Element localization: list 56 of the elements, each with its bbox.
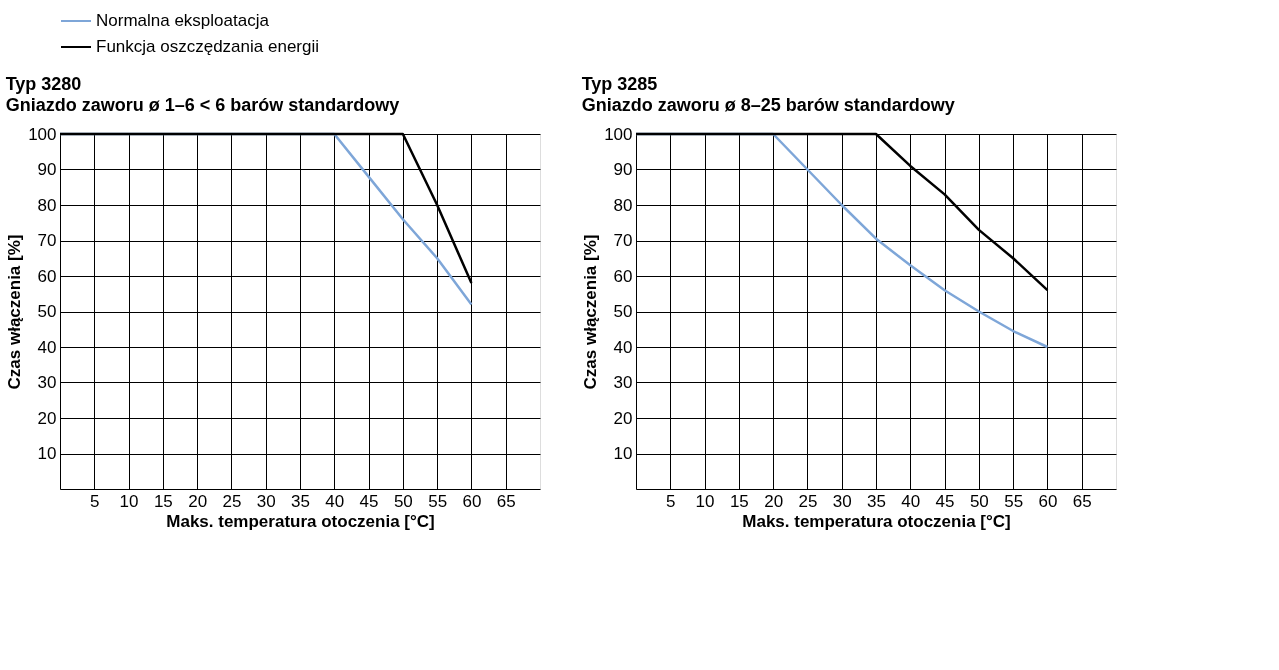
y-tick-label: 80 [37, 195, 57, 215]
y-tick-label: 40 [613, 337, 633, 357]
y-tick-label: 10 [37, 444, 57, 463]
y-tick-label: 90 [37, 160, 57, 179]
x-tick-label: 60 [462, 491, 482, 511]
x-tick-label: 25 [222, 491, 242, 511]
x-tick-label: 65 [1072, 491, 1092, 511]
x-tick-label: 60 [1038, 491, 1058, 511]
x-tick-label: 45 [359, 491, 379, 511]
x-axis-title: Maks. temperatura otoczenia [°C] [166, 511, 435, 531]
x-tick-label: 15 [729, 491, 749, 511]
x-tick-label: 40 [325, 491, 345, 511]
y-tick-label: 70 [613, 231, 633, 250]
x-tick-label: 10 [695, 491, 715, 511]
chart-title: Typ 3280 [5, 74, 82, 94]
x-tick-label: 65 [496, 491, 516, 511]
y-tick-label: 60 [613, 266, 633, 286]
x-tick-label: 20 [188, 491, 208, 511]
chart-subtitle: Gniazdo zaworu ø 1–6 < 6 barów standardowy [5, 95, 400, 115]
x-tick-label: 35 [291, 491, 310, 511]
x-tick-label: 50 [969, 491, 989, 511]
legend-label: Normalna eksploatacja [96, 11, 270, 30]
x-axis-title: Maks. temperatura otoczenia [°C] [742, 511, 1011, 531]
y-tick-label: 40 [37, 337, 57, 357]
x-tick-label: 55 [1004, 491, 1024, 511]
x-tick-label: 45 [935, 491, 955, 511]
y-tick-label: 50 [37, 302, 57, 321]
y-tick-label: 20 [613, 408, 633, 428]
y-tick-label: 100 [604, 124, 633, 144]
x-tick-label: 15 [153, 491, 173, 511]
x-tick-label: 25 [798, 491, 818, 511]
legend-label: Funkcja oszczędzania energii [96, 37, 320, 56]
x-tick-label: 20 [764, 491, 784, 511]
y-tick-label: 10 [613, 444, 633, 463]
x-tick-label: 30 [256, 491, 276, 511]
y-tick-label: 30 [613, 373, 633, 392]
x-tick-label: 55 [428, 491, 448, 511]
y-tick-label: 100 [28, 124, 57, 144]
x-tick-label: 50 [393, 491, 413, 511]
x-tick-label: 10 [119, 491, 139, 511]
x-tick-label: 35 [867, 491, 886, 511]
x-tick-label: 5 [90, 491, 100, 511]
chart-subtitle: Gniazdo zaworu ø 8–25 barów standardowy [581, 95, 955, 115]
y-axis-title: Czas włączenia [%] [5, 234, 25, 390]
x-tick-label: 30 [832, 491, 852, 511]
chart-title: Typ 3285 [581, 74, 658, 94]
x-tick-label: 5 [666, 491, 676, 511]
y-tick-label: 60 [37, 266, 57, 286]
y-tick-label: 20 [37, 408, 57, 428]
y-tick-label: 30 [37, 373, 57, 392]
y-tick-label: 70 [37, 231, 57, 250]
y-tick-label: 50 [613, 302, 633, 321]
y-tick-label: 90 [613, 160, 633, 179]
y-tick-label: 80 [613, 195, 633, 215]
y-axis-title: Czas włączenia [%] [581, 234, 601, 390]
x-tick-label: 40 [901, 491, 921, 511]
